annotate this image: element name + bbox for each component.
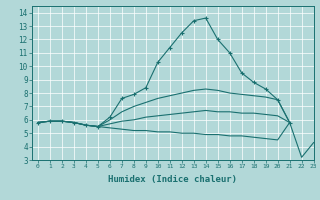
- X-axis label: Humidex (Indice chaleur): Humidex (Indice chaleur): [108, 175, 237, 184]
